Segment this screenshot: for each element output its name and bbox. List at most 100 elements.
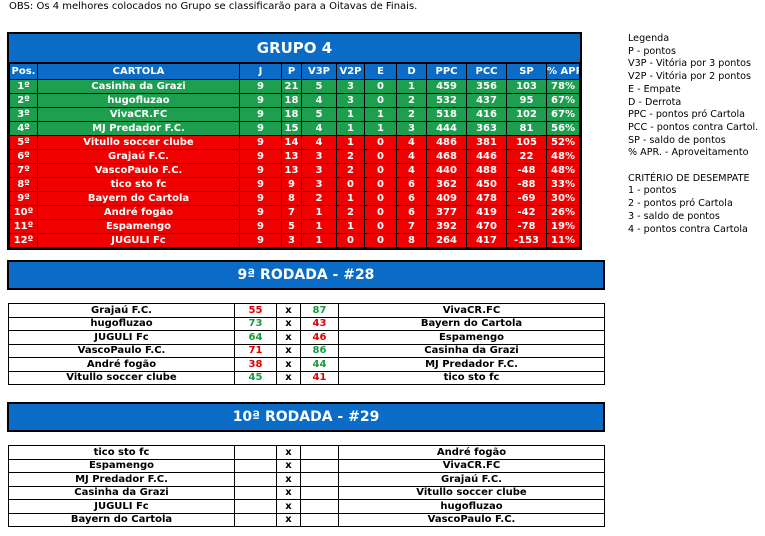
cell: 9 <box>239 233 282 248</box>
match-row: Espamengo x VivaCR.FC <box>8 458 605 473</box>
versus: x <box>276 485 301 500</box>
cell: 2 <box>396 107 427 122</box>
versus: x <box>276 316 301 331</box>
cell: 3 <box>301 177 337 192</box>
cell: 377 <box>426 205 467 220</box>
cell: 9 <box>239 149 282 164</box>
group-table: GRUPO 4 Pos. CARTOLA J P V3P V2P E D PPC PCC SP% A… <box>7 32 582 250</box>
cell: 48% <box>546 149 580 164</box>
cell: 0 <box>364 233 397 248</box>
cell: 459 <box>426 79 467 94</box>
away-score: 86 <box>300 343 339 358</box>
home-score: 45 <box>234 370 277 385</box>
table-row: 9º Bayern do Cartola 9 8 2 1 0 6 409 478 -69 30% <box>9 191 580 206</box>
match-row: Grajaú F.C. 55 x 87 VivaCR.FC <box>8 303 605 318</box>
cell: 102 <box>506 107 547 122</box>
match-row: Casinha da Grazi x Vitullo soccer clube <box>8 485 605 500</box>
cell: 9 <box>239 205 282 220</box>
cell: 81 <box>506 121 547 136</box>
away-team: tico sto fc <box>338 370 605 385</box>
home-team: André fogão <box>8 357 235 372</box>
cell: 105 <box>506 135 547 150</box>
cell: -48 <box>506 163 547 178</box>
away-team: André fogão <box>338 445 605 460</box>
cell: 3 <box>396 121 427 136</box>
cell: 8º <box>9 177 38 192</box>
legend-line: PPC - pontos pró Cartola <box>628 109 745 121</box>
cell: 48% <box>546 163 580 178</box>
column-header: V2P <box>336 63 365 80</box>
away-score: 87 <box>300 303 339 318</box>
column-header: P <box>281 63 302 80</box>
group-title: GRUPO 4 <box>9 34 580 63</box>
away-score: 41 <box>300 370 339 385</box>
cell: 6 <box>396 177 427 192</box>
cell: 67% <box>546 93 580 108</box>
cell: 2º <box>9 93 38 108</box>
versus: x <box>276 445 301 460</box>
home-team: Espamengo <box>8 458 235 473</box>
cell: 4 <box>301 121 337 136</box>
cell: 0 <box>364 79 397 94</box>
cell: 9º <box>9 191 38 206</box>
match-row: MJ Predador F.C. x Grajaú F.C. <box>8 472 605 487</box>
cell: 0 <box>336 177 365 192</box>
cell: 1 <box>364 121 397 136</box>
cell: 12º <box>9 233 38 248</box>
legend-line: CRITÉRIO DE DESEMPATE <box>628 172 750 184</box>
table-row: 12º JUGULI Fc 9 3 1 0 0 8 264 417 -153 11% <box>9 233 580 248</box>
cell: 416 <box>466 107 507 122</box>
cell: MJ Predador F.C. <box>37 121 240 136</box>
cell: 4 <box>301 135 337 150</box>
away-team: Grajaú F.C. <box>338 472 605 487</box>
cell: 67% <box>546 107 580 122</box>
legend-line: % APR. - Aproveitamento <box>628 147 749 159</box>
cell: 7 <box>396 219 427 234</box>
cell: 9 <box>239 121 282 136</box>
cell: 33% <box>546 177 580 192</box>
cell: -153 <box>506 233 547 248</box>
match-row: André fogão 38 x 44 MJ Predador F.C. <box>8 357 605 372</box>
cell: 3º <box>9 107 38 122</box>
round-matches: Grajaú F.C. 55 x 87 VivaCR.FC hugofluzao 73 x 43… <box>8 303 605 385</box>
cell: 7 <box>281 205 302 220</box>
cell: Grajaú F.C. <box>37 149 240 164</box>
column-header: SP <box>506 63 547 80</box>
cell: 78% <box>546 79 580 94</box>
away-score <box>300 499 339 514</box>
cell: 9 <box>239 79 282 94</box>
home-team: tico sto fc <box>8 445 235 460</box>
cell: tico sto fc <box>37 177 240 192</box>
cell: 0 <box>364 177 397 192</box>
versus: x <box>276 303 301 318</box>
cell: 1 <box>336 107 365 122</box>
legend-line: 2 - pontos pró Cartola <box>628 198 733 210</box>
column-header: PPC <box>426 63 467 80</box>
cell: 22 <box>506 149 547 164</box>
away-team: MJ Predador F.C. <box>338 357 605 372</box>
cell: 2 <box>336 163 365 178</box>
column-header: J <box>239 63 282 80</box>
away-team: Bayern do Cartola <box>338 316 605 331</box>
away-score <box>300 445 339 460</box>
legend-line: 1 - pontos <box>628 185 677 197</box>
cell: 7º <box>9 163 38 178</box>
away-score <box>300 472 339 487</box>
cell: 26% <box>546 205 580 220</box>
cell: 6º <box>9 149 38 164</box>
obs-note: OBS: Os 4 melhores colocados no Grupo se… <box>9 1 418 12</box>
cell: 381 <box>466 135 507 150</box>
cell: 56% <box>546 121 580 136</box>
match-row: VascoPaulo F.C. 71 x 86 Casinha da Grazi <box>8 343 605 358</box>
cell: 486 <box>426 135 467 150</box>
cell: 1 <box>301 233 337 248</box>
cell: 5 <box>281 219 302 234</box>
away-team: Espamengo <box>338 330 605 345</box>
cell: Espamengo <box>37 219 240 234</box>
cell: 4º <box>9 121 38 136</box>
cell: 6 <box>396 205 427 220</box>
cell: 3 <box>301 149 337 164</box>
cell: 1 <box>364 107 397 122</box>
cell: 11% <box>546 233 580 248</box>
cell: 440 <box>426 163 467 178</box>
